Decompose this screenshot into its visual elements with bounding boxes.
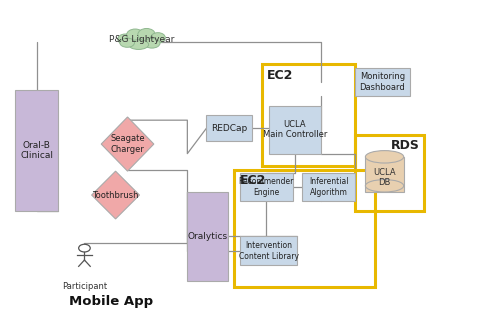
FancyBboxPatch shape [15,90,58,211]
Text: Toothbrush: Toothbrush [92,190,139,200]
Text: RDS: RDS [391,139,420,152]
Ellipse shape [138,28,156,41]
Ellipse shape [120,38,134,47]
Text: Inferential
Algorithm: Inferential Algorithm [309,177,348,197]
Text: Oral-B
Clinical: Oral-B Clinical [20,141,53,160]
FancyBboxPatch shape [240,236,298,265]
Polygon shape [92,171,140,219]
FancyBboxPatch shape [355,68,410,96]
FancyBboxPatch shape [187,192,228,281]
FancyBboxPatch shape [302,173,355,201]
Ellipse shape [144,38,160,48]
Text: Intervention
Content Library: Intervention Content Library [239,241,299,260]
Ellipse shape [365,180,404,192]
Text: EC2: EC2 [267,69,294,82]
Text: EC2: EC2 [240,174,266,187]
Text: Monitoring
Dashboard: Monitoring Dashboard [360,72,405,92]
Ellipse shape [118,34,132,44]
Text: Seagate
Charger: Seagate Charger [110,134,145,154]
Ellipse shape [129,40,149,50]
FancyBboxPatch shape [269,106,322,154]
Text: Oralytics: Oralytics [188,232,228,241]
Ellipse shape [126,29,144,41]
Text: Recommender
Engine: Recommender Engine [239,177,294,197]
FancyBboxPatch shape [240,173,293,201]
Text: P&G Lightyear: P&G Lightyear [109,35,175,44]
Ellipse shape [365,151,404,163]
Text: REDCap: REDCap [211,124,247,132]
Text: UCLA
Main Controller: UCLA Main Controller [263,120,327,140]
Ellipse shape [151,33,165,43]
Text: UCLA
DB: UCLA DB [373,168,396,187]
FancyBboxPatch shape [206,116,252,141]
Polygon shape [101,117,154,171]
Bar [365,157,404,192]
Text: Participant: Participant [62,282,107,291]
Text: Mobile App: Mobile App [69,295,153,308]
